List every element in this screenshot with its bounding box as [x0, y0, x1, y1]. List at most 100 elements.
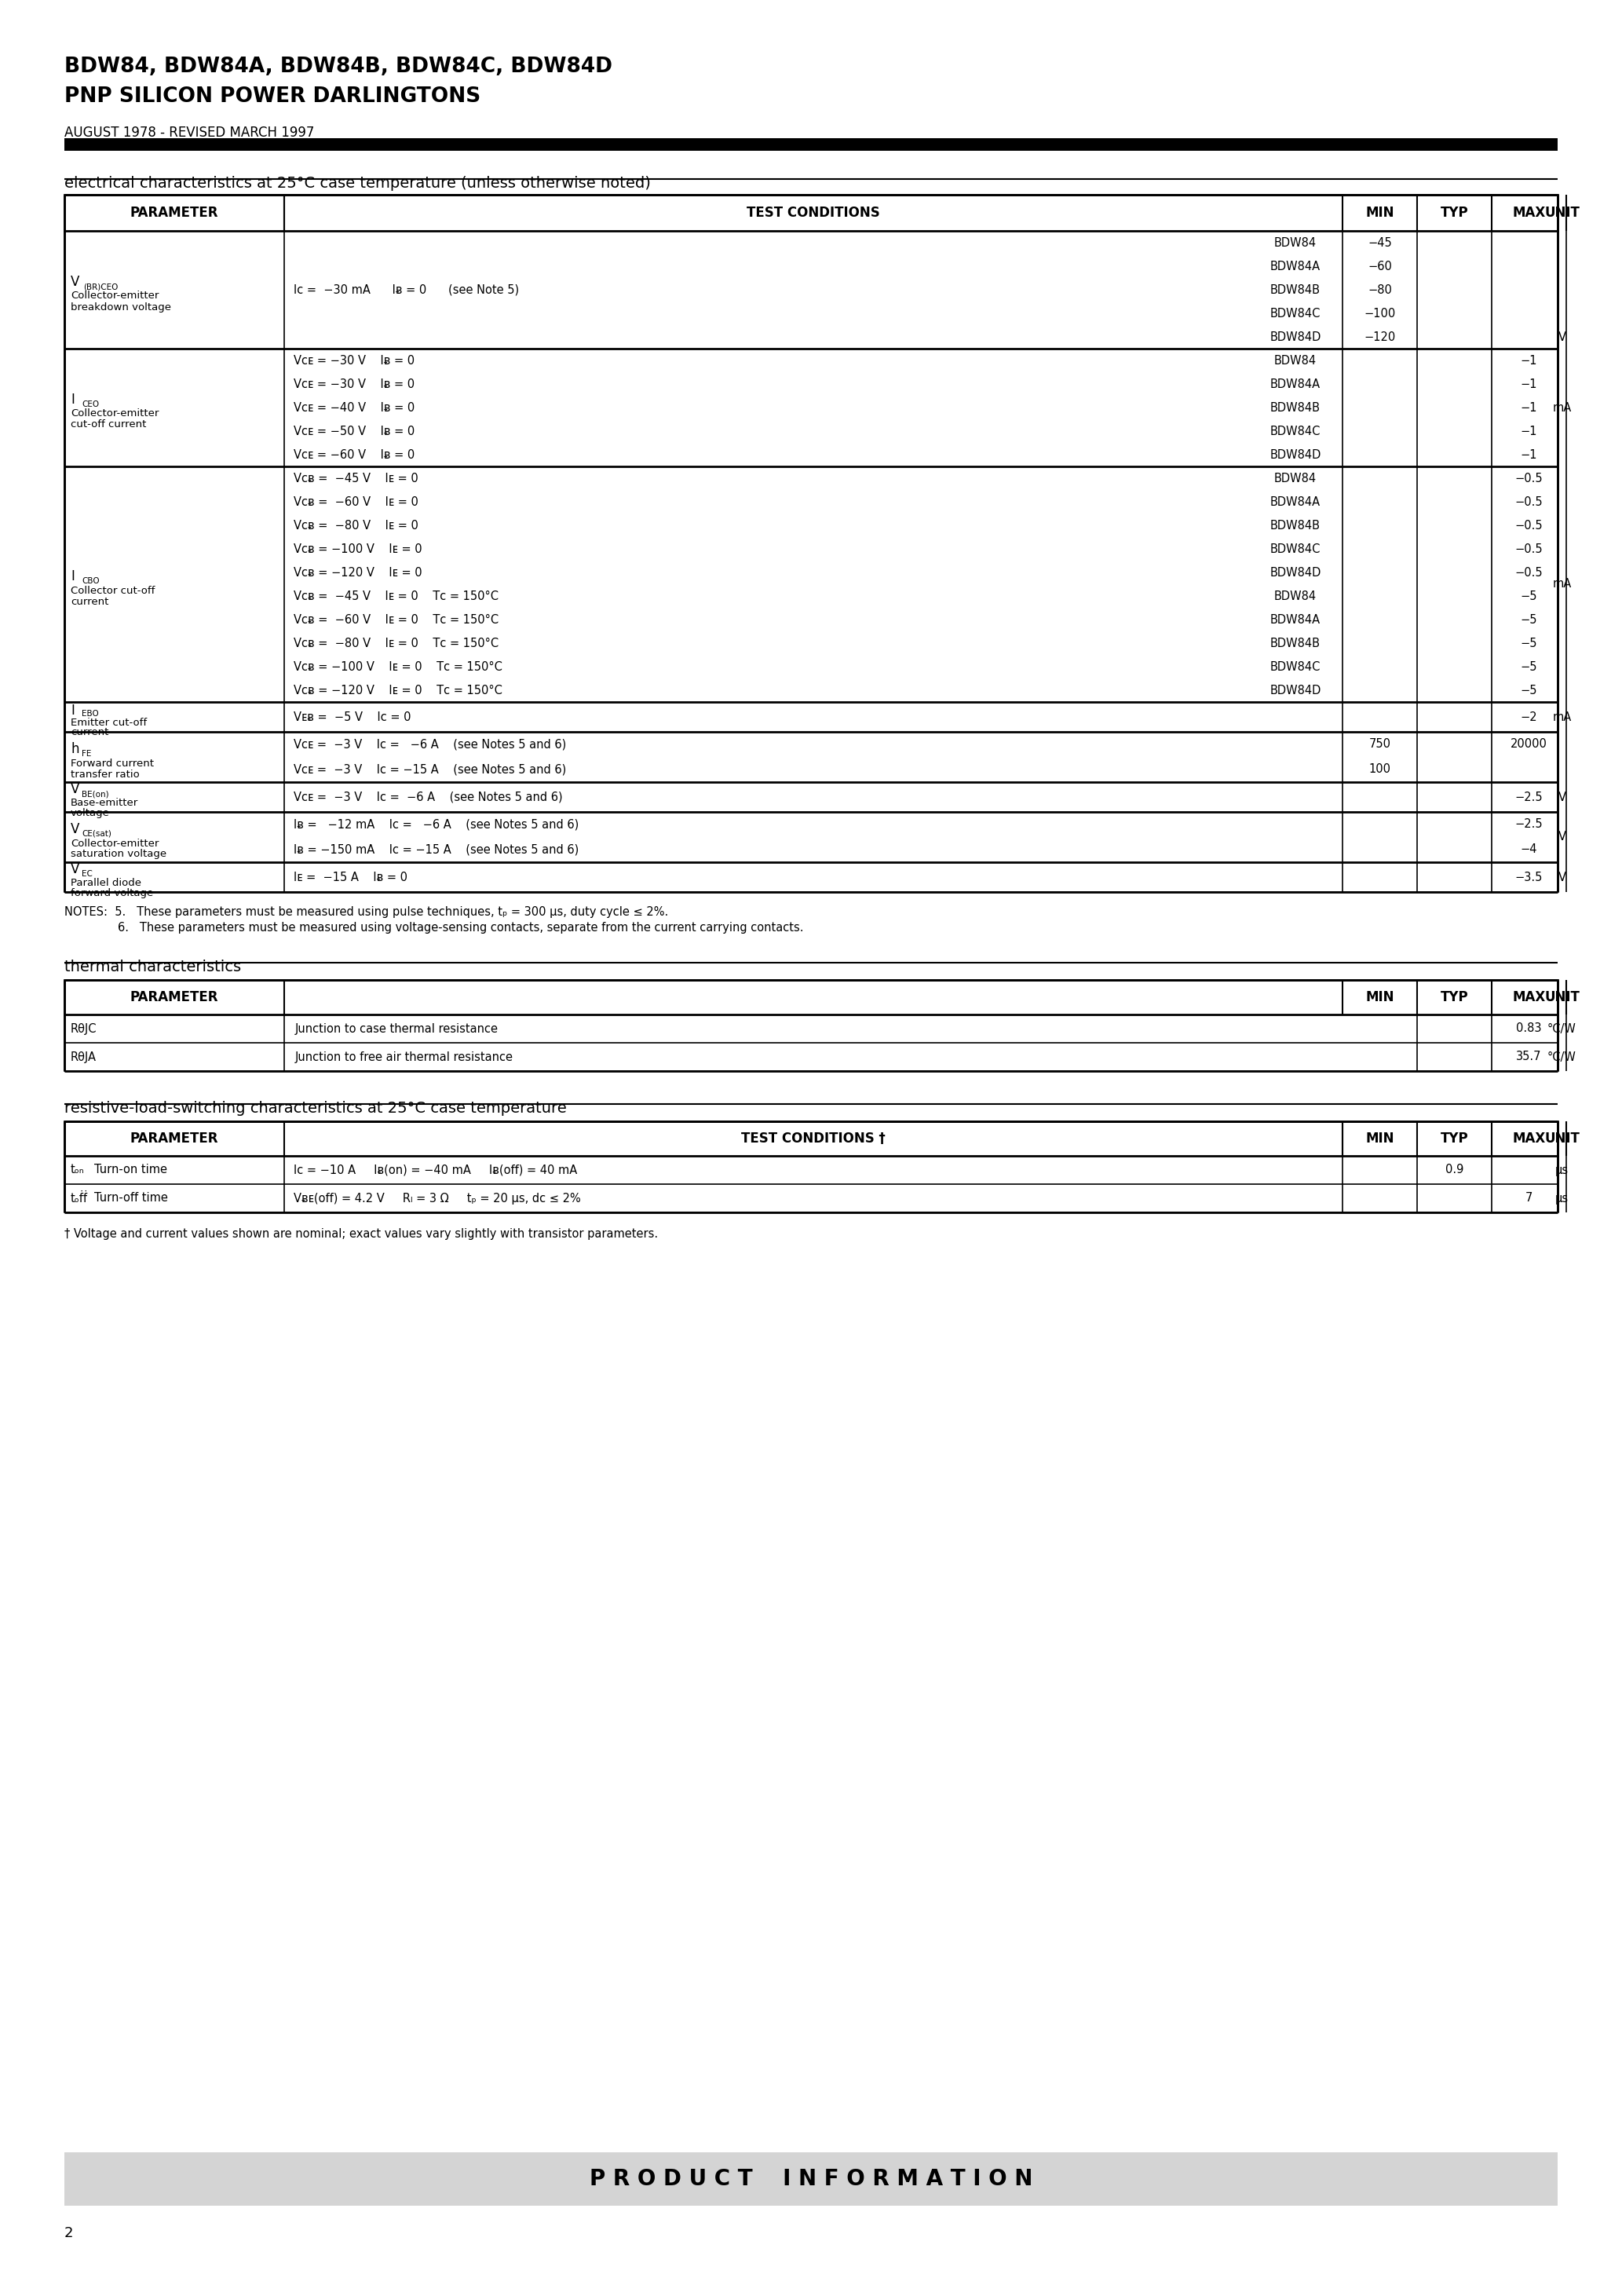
Text: CE(sat): CE(sat): [81, 829, 112, 838]
Text: Collector cut-off: Collector cut-off: [71, 585, 156, 595]
Text: TYP: TYP: [1440, 1132, 1468, 1146]
Text: Junction to case thermal resistance: Junction to case thermal resistance: [295, 1022, 498, 1035]
Text: resistive-load-switching characteristics at 25°C case temperature: resistive-load-switching characteristics…: [65, 1100, 566, 1116]
Bar: [65, 1120, 1557, 1155]
Text: TYP: TYP: [1440, 207, 1468, 220]
Text: 750: 750: [1369, 739, 1390, 751]
Text: 20000: 20000: [1510, 739, 1547, 751]
Text: voltage: voltage: [71, 808, 110, 817]
Text: tₒₙ: tₒₙ: [71, 1164, 84, 1176]
Text: Iᴃ = −150 mA    Iᴄ = −15 A    (see Notes 5 and 6): Iᴃ = −150 mA Iᴄ = −15 A (see Notes 5 and…: [294, 843, 579, 856]
Text: −0.5: −0.5: [1515, 473, 1543, 484]
Text: Vᴄᴇ = −40 V    Iᴃ = 0: Vᴄᴇ = −40 V Iᴃ = 0: [294, 402, 415, 413]
Text: FE: FE: [81, 751, 91, 758]
Bar: [65, 138, 1557, 152]
Text: RθJA: RθJA: [71, 1052, 97, 1063]
Text: −1: −1: [1520, 448, 1538, 461]
Text: V: V: [1559, 331, 1565, 342]
Text: −120: −120: [1364, 331, 1395, 342]
Text: BDW84D: BDW84D: [1270, 684, 1320, 696]
Text: TEST CONDITIONS †: TEST CONDITIONS †: [741, 1132, 886, 1146]
Text: BDW84D: BDW84D: [1270, 567, 1320, 579]
Text: −80: −80: [1367, 285, 1392, 296]
Text: mA: mA: [1552, 712, 1572, 723]
Text: V: V: [71, 863, 79, 877]
Text: RθJC: RθJC: [71, 1022, 97, 1035]
Text: −5: −5: [1520, 590, 1538, 602]
Text: BDW84C: BDW84C: [1270, 661, 1320, 673]
Text: Iᴄ =  −30 mA      Iᴃ = 0      (see Note 5): Iᴄ = −30 mA Iᴃ = 0 (see Note 5): [294, 285, 519, 296]
Text: −100: −100: [1364, 308, 1395, 319]
Text: Collector-emitter: Collector-emitter: [71, 409, 159, 418]
Text: −4: −4: [1520, 843, 1538, 856]
Text: V: V: [1559, 792, 1565, 804]
Text: Vᴄᴃ = −100 V    Iᴇ = 0: Vᴄᴃ = −100 V Iᴇ = 0: [294, 542, 422, 556]
Text: EBO: EBO: [81, 709, 99, 719]
Text: °C/W: °C/W: [1547, 1052, 1577, 1063]
Text: BDW84C: BDW84C: [1270, 542, 1320, 556]
Text: BDW84A: BDW84A: [1270, 379, 1320, 390]
Text: Vᴄᴇ = −50 V    Iᴃ = 0: Vᴄᴇ = −50 V Iᴃ = 0: [294, 425, 415, 436]
Text: MIN: MIN: [1366, 1132, 1395, 1146]
Text: Vᴄᴇ =  −3 V    Iᴄ =  −6 A    (see Notes 5 and 6): Vᴄᴇ = −3 V Iᴄ = −6 A (see Notes 5 and 6): [294, 792, 563, 804]
Text: °C/W: °C/W: [1547, 1022, 1577, 1035]
Text: V: V: [71, 276, 79, 289]
Text: BDW84: BDW84: [1275, 590, 1317, 602]
Text: mA: mA: [1552, 579, 1572, 590]
Text: forward voltage: forward voltage: [71, 889, 154, 898]
Text: −5: −5: [1520, 613, 1538, 625]
Text: I: I: [71, 393, 75, 406]
Text: −2: −2: [1520, 712, 1538, 723]
Text: † Voltage and current values shown are nominal; exact values vary slightly with : † Voltage and current values shown are n…: [65, 1228, 659, 1240]
Text: μs: μs: [1555, 1164, 1568, 1176]
Text: Vᴄᴃ = −120 V    Iᴇ = 0: Vᴄᴃ = −120 V Iᴇ = 0: [294, 567, 422, 579]
Text: −3.5: −3.5: [1515, 870, 1543, 884]
Text: mA: mA: [1552, 402, 1572, 413]
Text: Vᴇᴃ =  −5 V    Iᴄ = 0: Vᴇᴃ = −5 V Iᴄ = 0: [294, 712, 410, 723]
Text: Turn-off time: Turn-off time: [94, 1192, 169, 1203]
Text: MAX: MAX: [1512, 207, 1546, 220]
Text: Vᴄᴇ = −60 V    Iᴃ = 0: Vᴄᴇ = −60 V Iᴃ = 0: [294, 448, 415, 461]
Text: V: V: [71, 783, 79, 797]
Text: Vᴄᴃ =  −60 V    Iᴇ = 0: Vᴄᴃ = −60 V Iᴇ = 0: [294, 496, 418, 507]
Text: Vᴃᴇ(off) = 4.2 V     Rₗ = 3 Ω     tₚ = 20 μs, dc ≤ 2%: Vᴃᴇ(off) = 4.2 V Rₗ = 3 Ω tₚ = 20 μs, dc…: [294, 1192, 581, 1203]
Text: −0.5: −0.5: [1515, 567, 1543, 579]
Text: electrical characteristics at 25°C case temperature (unless otherwise noted): electrical characteristics at 25°C case …: [65, 177, 650, 191]
Text: cut-off current: cut-off current: [71, 420, 146, 429]
Text: Vᴄᴃ =  −45 V    Iᴇ = 0: Vᴄᴃ = −45 V Iᴇ = 0: [294, 473, 418, 484]
Text: BDW84C: BDW84C: [1270, 308, 1320, 319]
Text: Turn-on time: Turn-on time: [94, 1164, 167, 1176]
Text: AUGUST 1978 - REVISED MARCH 1997: AUGUST 1978 - REVISED MARCH 1997: [65, 126, 315, 140]
Text: BDW84B: BDW84B: [1270, 402, 1320, 413]
Text: Iᴄ = −10 A     Iᴃ(on) = −40 mA     Iᴃ(off) = 40 mA: Iᴄ = −10 A Iᴃ(on) = −40 mA Iᴃ(off) = 40 …: [294, 1164, 577, 1176]
Text: −2.5: −2.5: [1515, 820, 1543, 831]
Text: UNIT: UNIT: [1544, 1132, 1580, 1146]
Text: BDW84: BDW84: [1275, 473, 1317, 484]
Text: BDW84B: BDW84B: [1270, 519, 1320, 530]
Text: I: I: [71, 569, 75, 583]
Text: Collector-emitter: Collector-emitter: [71, 838, 159, 850]
Text: −5: −5: [1520, 638, 1538, 650]
Text: −60: −60: [1367, 259, 1392, 273]
Text: −1: −1: [1520, 379, 1538, 390]
Bar: [65, 980, 1557, 1015]
Text: −1: −1: [1520, 354, 1538, 367]
Text: Vᴄᴃ =  −80 V    Iᴇ = 0: Vᴄᴃ = −80 V Iᴇ = 0: [294, 519, 418, 530]
Text: V: V: [1559, 870, 1565, 884]
Text: Vᴄᴇ =  −3 V    Iᴄ =   −6 A    (see Notes 5 and 6): Vᴄᴇ = −3 V Iᴄ = −6 A (see Notes 5 and 6): [294, 739, 566, 751]
Text: Collector-emitter: Collector-emitter: [71, 292, 159, 301]
Text: Vᴄᴇ = −30 V    Iᴃ = 0: Vᴄᴇ = −30 V Iᴃ = 0: [294, 379, 415, 390]
Bar: [65, 2151, 1557, 2206]
Text: PARAMETER: PARAMETER: [130, 1132, 219, 1146]
Text: −0.5: −0.5: [1515, 519, 1543, 530]
Text: −2.5: −2.5: [1515, 792, 1543, 804]
Text: PARAMETER: PARAMETER: [130, 207, 219, 220]
Text: TYP: TYP: [1440, 990, 1468, 1003]
Text: 0.83: 0.83: [1517, 1022, 1543, 1035]
Text: P R O D U C T    I N F O R M A T I O N: P R O D U C T I N F O R M A T I O N: [589, 2167, 1033, 2190]
Text: BDW84A: BDW84A: [1270, 613, 1320, 625]
Text: 0.9: 0.9: [1445, 1164, 1463, 1176]
Text: 7: 7: [1525, 1192, 1533, 1203]
Text: −0.5: −0.5: [1515, 542, 1543, 556]
Text: breakdown voltage: breakdown voltage: [71, 301, 172, 312]
